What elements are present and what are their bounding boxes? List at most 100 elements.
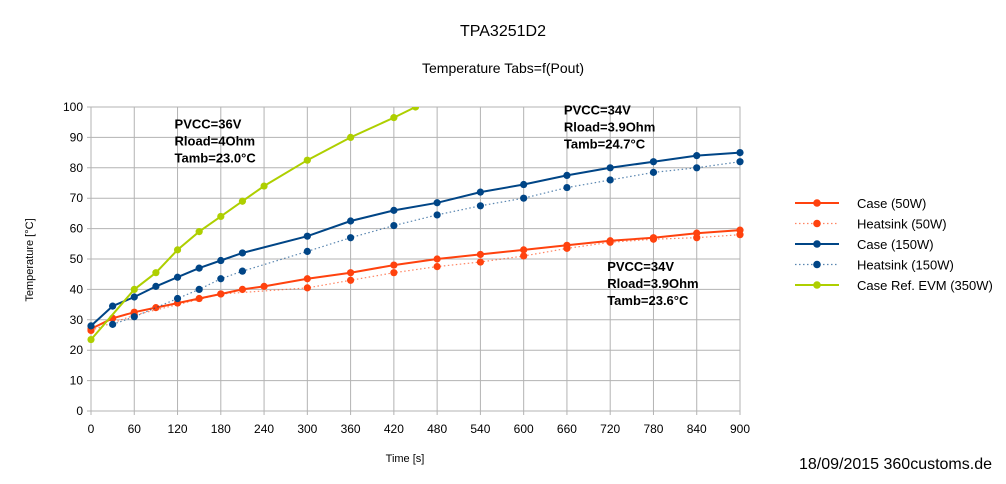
x-tick-label: 540	[470, 422, 490, 436]
annotation-line: Rload=3.9Ohm	[564, 120, 655, 135]
y-tick-label: 10	[70, 374, 84, 388]
data-point	[649, 168, 658, 176]
annotation-line: PVCC=34V	[607, 259, 674, 274]
data-point	[152, 304, 160, 312]
data-point	[563, 183, 571, 192]
data-point	[476, 258, 484, 266]
y-tick-label: 0	[76, 404, 83, 418]
data-point	[217, 212, 225, 221]
legend-label: Heatsink (150W)	[857, 258, 954, 273]
data-point	[303, 275, 311, 283]
chart-series	[87, 107, 744, 344]
data-point	[736, 231, 744, 239]
data-point	[693, 164, 701, 172]
data-point	[736, 158, 744, 166]
data-point	[520, 180, 528, 189]
data-point	[390, 269, 398, 277]
chart-subtitle: Temperature Tabs=f(Pout)	[422, 60, 584, 76]
series-group	[87, 149, 744, 330]
data-point	[433, 263, 441, 271]
y-tick-label: 40	[70, 282, 84, 296]
data-point	[563, 244, 571, 252]
data-point	[87, 322, 95, 330]
data-point	[303, 284, 311, 292]
x-tick-label: 0	[88, 422, 95, 436]
data-point	[303, 247, 311, 255]
data-point	[260, 182, 268, 190]
data-point	[347, 234, 355, 242]
annotation-line: Tamb=23.0°C	[175, 150, 257, 165]
annotation-line: Rload=4Ohm	[175, 133, 256, 148]
annotation-line: PVCC=34V	[564, 103, 631, 118]
chart-title: TPA3251D2	[460, 23, 546, 40]
data-point	[303, 232, 311, 240]
y-tick-label: 60	[70, 222, 84, 236]
data-point	[520, 246, 528, 254]
data-point	[195, 294, 203, 303]
legend-swatch-marker	[813, 219, 821, 228]
legend-swatch-marker	[813, 240, 821, 248]
data-point	[130, 293, 138, 301]
data-point	[606, 238, 614, 246]
annotation-line: PVCC=36V	[175, 116, 242, 131]
y-tick-label: 20	[70, 343, 84, 357]
data-point	[173, 273, 182, 281]
x-tick-label: 300	[297, 422, 317, 436]
legend-label: Heatsink (50W)	[857, 217, 947, 232]
data-point	[347, 269, 355, 277]
footer-credit: 18/09/2015 360customs.de	[798, 456, 992, 473]
data-point	[347, 276, 355, 284]
x-tick-label: 660	[557, 422, 577, 436]
series-line	[90, 234, 741, 331]
data-point	[195, 264, 203, 272]
data-point	[347, 217, 355, 225]
data-point	[520, 252, 528, 260]
x-tick-label: 840	[687, 422, 707, 436]
data-point	[109, 320, 117, 328]
legend-swatch-marker	[813, 260, 821, 269]
data-point	[238, 197, 247, 205]
data-point	[173, 246, 182, 254]
y-axis-label: Temperature [°C]	[24, 218, 36, 301]
data-point	[260, 282, 268, 290]
legend-label: Case Ref. EVM (350W)	[857, 278, 993, 293]
data-point	[238, 249, 247, 257]
data-point	[736, 149, 744, 157]
x-tick-label: 480	[427, 422, 447, 436]
y-tick-label: 100	[63, 100, 83, 114]
data-point	[303, 156, 311, 164]
data-point	[130, 285, 138, 293]
y-tick-label: 50	[70, 252, 84, 266]
data-point	[217, 275, 225, 283]
data-point	[217, 290, 225, 298]
chart-legend: Case (50W) Heatsink (50W) Case (150W) Heats…	[795, 196, 993, 293]
x-tick-label: 240	[254, 422, 274, 436]
data-point	[173, 294, 182, 303]
data-point	[433, 211, 441, 219]
data-point	[476, 188, 484, 196]
data-point	[347, 133, 355, 141]
y-tick-label: 90	[70, 130, 84, 144]
x-tick-label: 420	[384, 422, 404, 436]
series-group	[109, 158, 744, 328]
data-point	[411, 107, 420, 111]
x-tick-label: 780	[643, 422, 663, 436]
data-point	[563, 171, 571, 179]
data-point	[238, 267, 247, 275]
chart-tick-labels: 0 10 20 30 40 50 60 70 80 90 100 0 60 120 180 240 300 360…	[63, 100, 750, 436]
series-group	[87, 231, 744, 335]
data-point	[390, 221, 398, 230]
data-point	[217, 256, 225, 265]
x-tick-label: 360	[341, 422, 361, 436]
series-line	[90, 107, 416, 341]
annotation-line: Rload=3.9Ohm	[607, 276, 698, 291]
x-tick-label: 120	[168, 422, 188, 436]
data-point	[87, 335, 95, 344]
data-point	[390, 261, 398, 269]
annotation-line: Tamb=23.6°C	[607, 293, 689, 308]
data-point	[238, 285, 247, 293]
data-point	[606, 176, 614, 184]
data-point	[433, 255, 441, 263]
data-point	[476, 250, 484, 259]
